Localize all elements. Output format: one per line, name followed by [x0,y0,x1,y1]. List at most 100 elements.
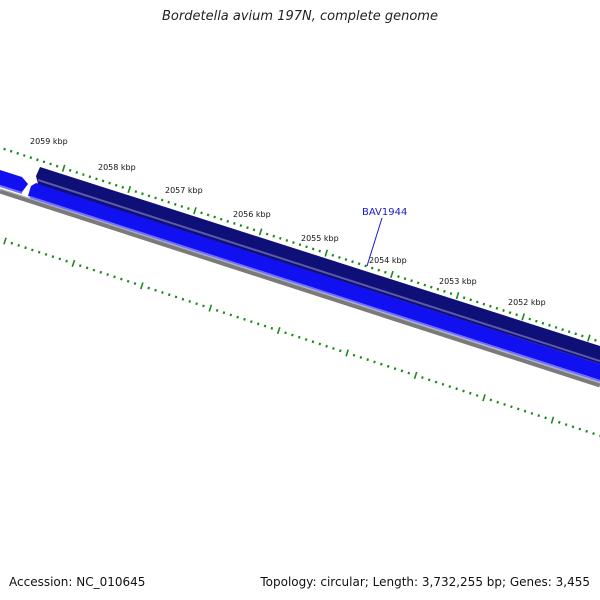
outer-ruler-minor-tick [36,158,39,162]
outer-ruler-minor-tick [82,173,85,177]
outer-ruler-minor-tick [370,266,374,270]
outer-ruler-minor-tick [167,200,171,204]
inner-ruler-minor-tick [31,248,34,252]
genome-backbone-highlight [0,188,600,384]
reverse-strand-gene-left-highlight [0,185,23,194]
outer-ruler-major-tick [258,228,263,236]
inner-ruler-minor-tick [215,309,219,312]
outer-ruler-minor-tick [29,156,33,160]
outer-ruler-minor-tick [554,326,558,329]
inner-ruler-minor-tick [332,347,335,350]
inner-ruler-minor-tick [154,288,157,292]
ruler-ticks-inner [3,237,600,437]
inner-ruler-minor-tick [195,302,198,306]
outer-ruler-major-tick [127,185,132,194]
outer-ruler-minor-tick [495,306,499,310]
outer-ruler-minor-tick [580,334,584,338]
reverse-strand-gene-left[interactable] [0,170,28,192]
ruler-label-2054: 2054 kbp [369,256,407,265]
inner-ruler-minor-tick [393,367,397,371]
inner-ruler-minor-tick [17,243,21,247]
inner-ruler-major-tick [276,326,281,335]
outer-ruler-minor-tick [482,302,486,306]
inner-ruler-minor-tick [503,403,506,406]
outer-ruler-minor-tick [567,330,571,334]
ruler-label-2053: 2053 kbp [439,277,477,286]
outer-ruler-minor-tick [173,202,177,206]
outer-ruler-minor-tick [403,277,407,281]
inner-ruler-minor-tick [359,356,363,359]
inner-ruler-major-tick [482,394,486,402]
outer-ruler-minor-tick [180,205,184,208]
inner-ruler-minor-tick [181,297,185,301]
inner-ruler-minor-tick [571,425,575,429]
inner-ruler-major-tick [140,282,144,290]
ruler-label-2055: 2055 kbp [301,234,339,243]
outer-ruler-minor-tick [397,275,400,278]
outer-ruler-minor-tick [423,283,427,287]
inner-ruler-minor-tick [256,322,260,326]
inner-ruler-minor-tick [557,420,561,424]
inner-ruler-minor-tick [537,414,541,418]
inner-ruler-minor-tick [24,246,27,250]
inner-ruler-minor-tick [434,380,438,384]
inner-ruler-minor-tick [455,387,458,391]
inner-ruler-minor-tick [523,409,527,413]
inner-ruler-minor-tick [475,394,479,397]
ruler-label-2056: 2056 kbp [233,210,271,219]
outer-ruler-minor-tick [548,323,551,327]
inner-ruler-minor-tick [120,277,123,281]
inner-ruler-minor-tick [496,400,500,404]
map-title: Bordetella avium 197N, complete genome [162,9,438,24]
inner-ruler-major-tick [208,304,213,312]
inner-ruler-minor-tick [311,340,315,344]
outer-ruler-minor-tick [285,239,289,242]
inner-ruler-minor-tick [85,266,89,270]
outer-ruler-minor-tick [305,245,308,249]
inner-ruler-minor-tick [421,376,424,380]
outer-ruler-major-tick [587,334,591,342]
inner-ruler-major-tick [550,416,555,424]
inner-ruler-minor-tick [147,286,151,290]
outer-ruler-minor-tick [121,185,125,189]
outer-ruler-minor-tick [141,192,144,196]
outer-ruler-minor-tick [213,215,216,219]
ruler-labels: 2059 kbp 2058 kbp 2057 kbp 2056 kbp 2055… [30,137,546,307]
outer-ruler-minor-tick [351,260,354,264]
inner-ruler-minor-tick [161,291,164,294]
outer-ruler-minor-tick [75,170,79,174]
outer-ruler-minor-tick [318,249,322,253]
genome-backbone [0,188,600,388]
inner-ruler-minor-tick [489,398,493,402]
inner-ruler-minor-tick [530,411,534,415]
genome-summary-text: Topology: circular; Length: 3,732,255 bp… [260,575,590,589]
outer-ruler-minor-tick [22,154,26,157]
outer-ruler-minor-tick [108,181,111,185]
ruler-label-2057: 2057 kbp [165,186,203,195]
outer-ruler-minor-tick [298,243,302,247]
outer-ruler-minor-tick [502,309,505,312]
inner-ruler-minor-tick [448,385,452,389]
inner-ruler-minor-tick [304,338,308,342]
inner-ruler-minor-tick [229,313,233,317]
inner-ruler-minor-tick [291,333,294,337]
reverse-strand-gene[interactable] [28,183,600,380]
gene-label-bav1944[interactable]: BAV1944 [362,207,407,218]
inner-ruler-minor-tick [386,364,390,368]
outer-ruler-major-tick [521,313,526,321]
outer-ruler-minor-tick [515,313,518,317]
outer-ruler-minor-tick [206,213,210,217]
outer-ruler-major-tick [61,164,66,172]
inner-ruler-minor-tick [174,295,178,299]
inner-ruler-minor-tick [188,300,192,303]
outer-ruler-minor-tick [429,285,433,289]
outer-ruler-minor-tick [49,162,52,166]
outer-ruler-minor-tick [331,253,335,257]
inner-ruler-minor-tick [202,304,205,308]
inner-ruler-minor-tick [441,382,445,386]
inner-ruler-minor-tick [113,275,116,279]
outer-ruler-minor-tick [357,262,361,266]
outer-ruler-major-tick [390,270,394,278]
